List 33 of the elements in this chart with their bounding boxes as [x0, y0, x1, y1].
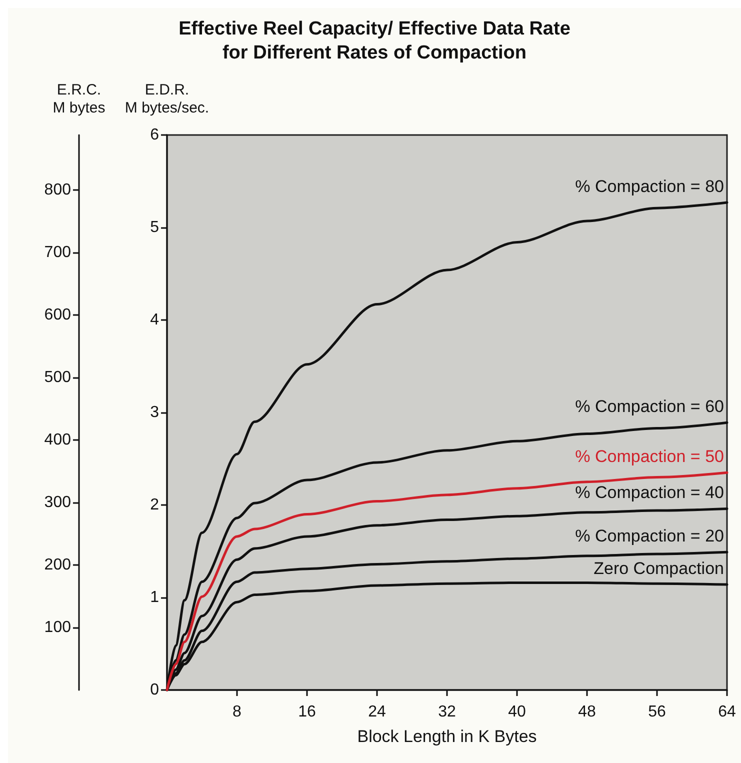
y2-axis-title: E.R.C. M bytes [52, 82, 106, 116]
y-tick-label: 4 [150, 312, 160, 328]
y-axis-title: E.D.R. M bytes/sec. [124, 82, 210, 116]
series-label: % Compaction = 50 [575, 447, 724, 466]
x-axis-title: Block Length in K Bytes [357, 727, 537, 746]
series-label: Zero Compaction [594, 559, 724, 578]
x-tick-label: 56 [648, 704, 666, 720]
x-tick-label: 40 [508, 704, 526, 720]
series-label: % Compaction = 60 [575, 397, 724, 416]
y2-tick-label: 200 [44, 556, 72, 574]
y-tick-label: 1 [150, 589, 160, 606]
y2-tick-label: 500 [44, 369, 72, 386]
x-tick-label: 8 [232, 704, 242, 720]
y-tick-label: 0 [150, 682, 160, 698]
x-tick-label: 48 [578, 704, 596, 720]
y2-tick-label: 800 [44, 182, 72, 198]
series-label: % Compaction = 80 [575, 177, 724, 196]
series-label: % Compaction = 20 [575, 526, 724, 546]
y-tick-label: 3 [150, 404, 160, 421]
y2-tick-label: 700 [44, 244, 72, 261]
y-tick-label: 2 [150, 496, 160, 514]
y2-tick-label: 100 [44, 619, 72, 636]
x-tick-label: 24 [368, 704, 386, 720]
y2-tick-label: 600 [44, 306, 72, 324]
series-label: % Compaction = 40 [575, 483, 724, 502]
x-tick-label: 64 [718, 704, 736, 720]
y2-tick-label: 400 [44, 432, 72, 448]
x-tick-label: 16 [298, 704, 316, 720]
y-tick-label: 6 [150, 126, 160, 144]
y-tick-label: 5 [150, 219, 160, 236]
y2-tick-label: 300 [44, 494, 72, 511]
chart-title: Effective Reel Capacity/ Effective Data Rate for Different Rates of Compaction [178, 18, 570, 64]
x-tick-label: 32 [438, 704, 456, 720]
